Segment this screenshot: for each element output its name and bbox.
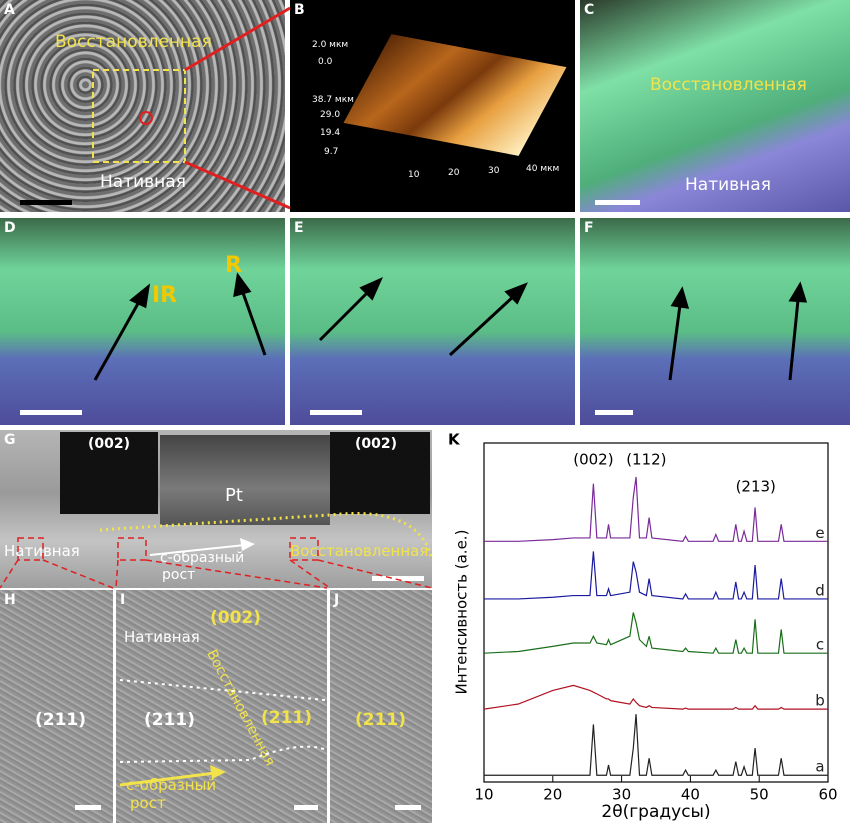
series-label: c — [816, 636, 824, 654]
series-label: a — [815, 758, 824, 776]
panel-label: K — [448, 431, 461, 449]
series-label: b — [815, 692, 825, 710]
x-tick-label: 60 — [818, 786, 837, 804]
series-line — [484, 685, 828, 709]
peak-annotation: (112) — [626, 450, 666, 468]
x-axis-title: 2θ(градусы) — [601, 802, 710, 822]
x-tick-label: 40 — [681, 786, 700, 804]
series-line — [484, 551, 828, 598]
chart: K 2θ(градусы) Интенсивность (a.e.) 10 20 3… — [0, 0, 850, 823]
peak-annotation: (213) — [736, 478, 776, 496]
peak-annotation: (002) — [573, 450, 613, 468]
y-axis-title: Интенсивность (a.e.) — [453, 530, 471, 695]
plot-frame — [484, 443, 828, 782]
series-label: d — [815, 581, 825, 599]
series-line — [484, 613, 828, 654]
series-line — [484, 714, 828, 775]
series-line — [484, 477, 828, 541]
figure: A Восстановленная Нативная B 2.0 мкм 0.0… — [0, 0, 850, 823]
x-tick-label: 50 — [750, 786, 769, 804]
series-label: e — [815, 524, 824, 542]
x-tick-label: 10 — [474, 786, 493, 804]
x-tick-label: 30 — [612, 786, 631, 804]
x-tick-label: 20 — [543, 786, 562, 804]
